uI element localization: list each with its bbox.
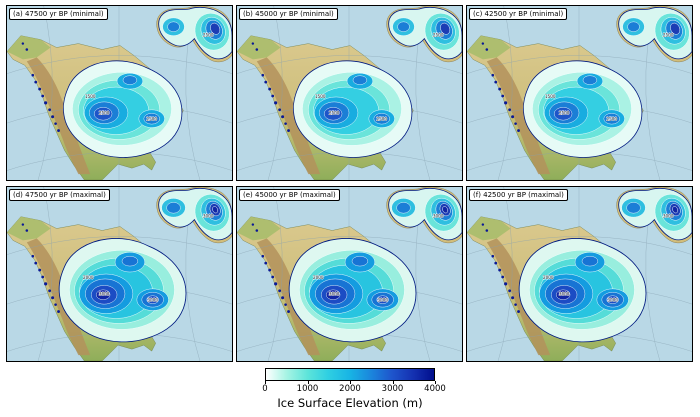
map-f [467,187,692,361]
tick-mark [350,381,351,384]
map-minimal-use [237,6,462,180]
panel-label-a: (a) 47500 yr BP (minimal) [9,8,108,20]
panel-grid: (a) 47500 yr BP (minimal) (b) 45000 yr B… [6,5,693,362]
panel-label-d: (d) 47500 yr BP (maximal) [9,189,110,201]
panel-a: (a) 47500 yr BP (minimal) [6,5,233,181]
colorbar: 0 1000 2000 3000 4000 Ice Surface Elevat… [0,368,700,410]
panel-f: (f) 42500 yr BP (maximal) [466,186,693,362]
panel-label-e: (e) 45000 yr BP (maximal) [239,189,340,201]
map-maximal-use [467,187,692,361]
map-minimal-use [7,6,232,180]
tick-label: 2000 [339,384,361,394]
colorbar-ticks: 0 1000 2000 3000 4000 [262,384,446,395]
tick-label: 4000 [424,384,446,394]
map-e [237,187,462,361]
map-a [7,6,232,180]
tick-mark [392,381,394,384]
panel-label-b: (b) 45000 yr BP (minimal) [239,8,338,20]
map-maximal-use [237,187,462,361]
panel-d: (d) 47500 yr BP (maximal) [6,186,233,362]
map-b [237,6,462,180]
colorbar-title: Ice Surface Elevation (m) [277,396,423,410]
panel-b: (b) 45000 yr BP (minimal) [236,5,463,181]
panel-e: (e) 45000 yr BP (maximal) [236,186,463,362]
map-d [7,187,232,361]
panel-label-c: (c) 42500 yr BP (minimal) [469,8,568,20]
tick-mark [435,381,436,384]
colorbar-gradient [265,368,435,381]
tick-label: 0 [262,384,268,394]
map-maximal-use [7,187,232,361]
panel-label-f: (f) 42500 yr BP (maximal) [469,189,568,201]
map-c [467,6,692,180]
map-minimal-use [467,6,692,180]
tick-mark [307,381,309,384]
panel-c: (c) 42500 yr BP (minimal) [466,5,693,181]
tick-mark [265,381,266,384]
tick-label: 3000 [381,384,404,394]
tick-label: 1000 [296,384,319,394]
colorbar-tickmarks [265,381,436,384]
